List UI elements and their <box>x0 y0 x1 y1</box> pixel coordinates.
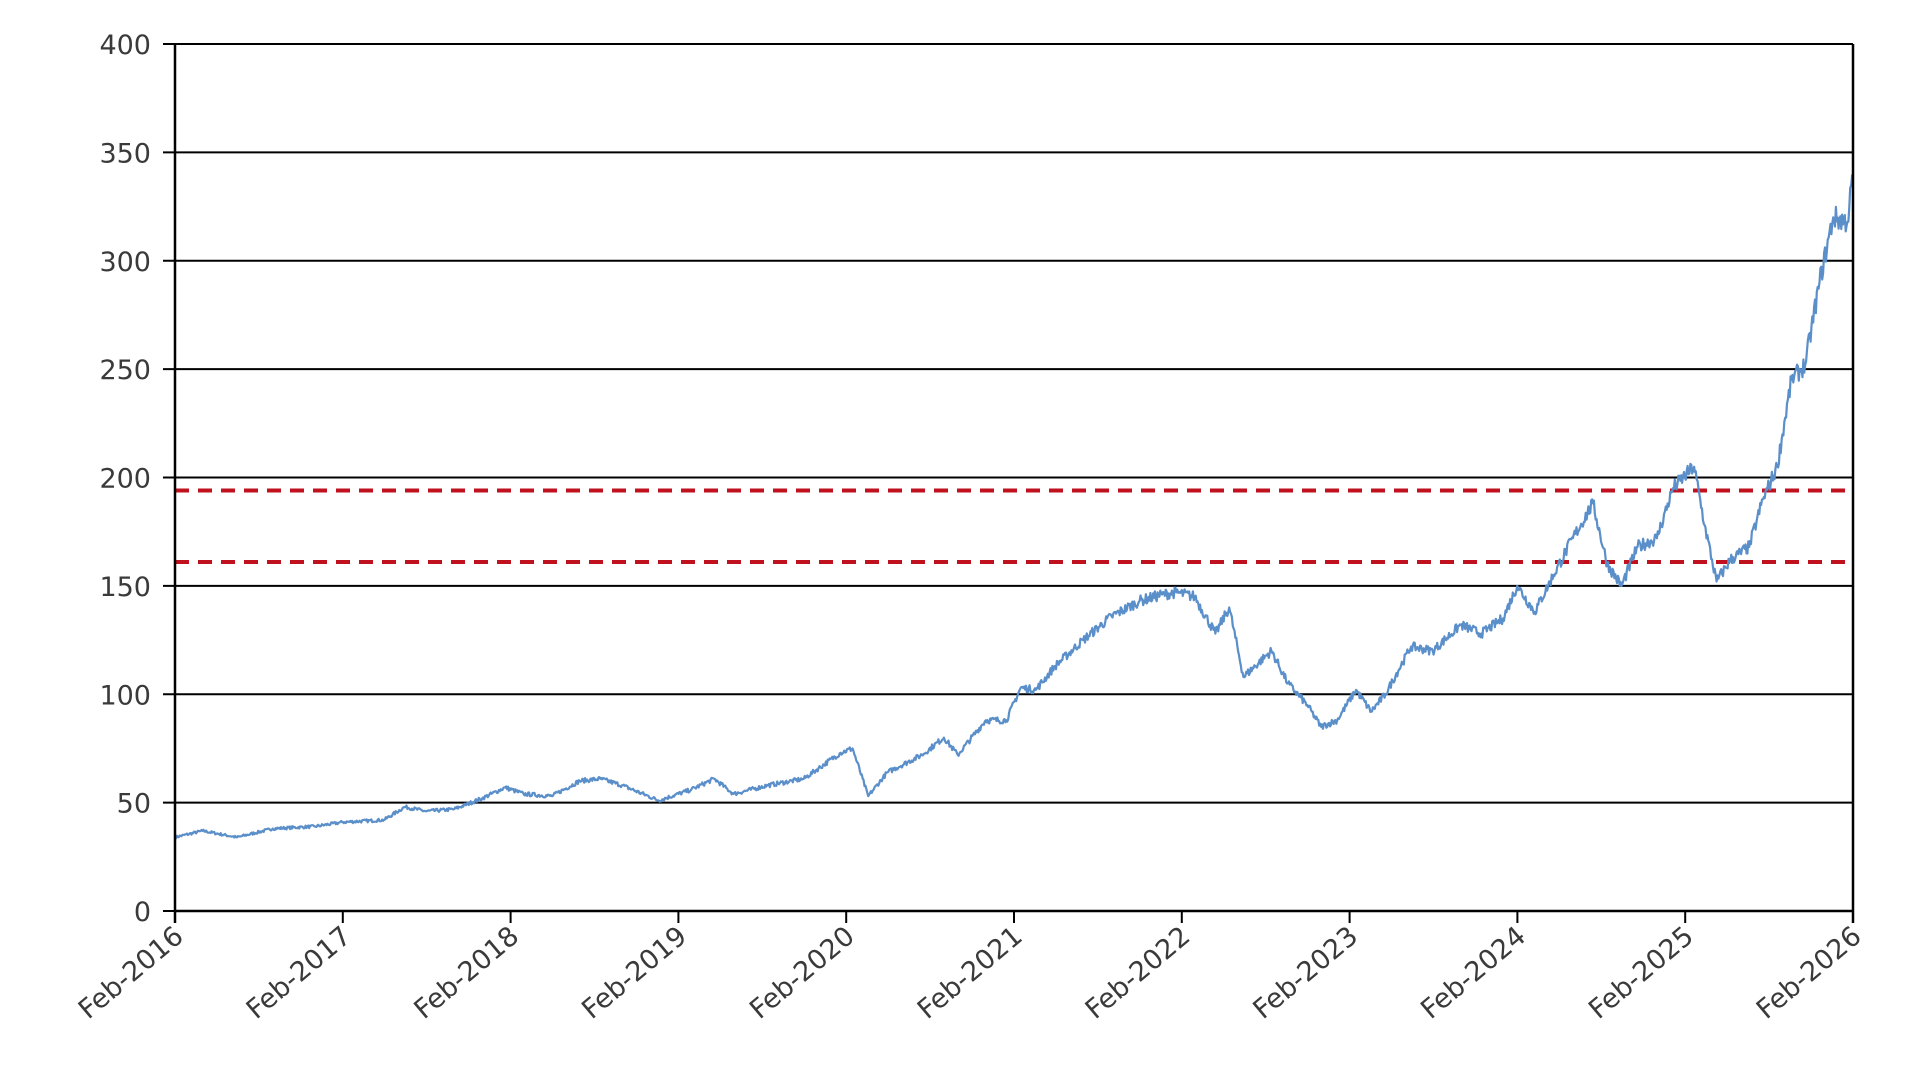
y-tick-label: 400 <box>99 30 151 61</box>
series-line <box>174 173 1854 840</box>
x-tick-label: Feb-2019 <box>576 921 693 1026</box>
x-tick-label: Feb-2023 <box>1247 921 1364 1026</box>
x-tick-label: Feb-2017 <box>241 921 358 1026</box>
x-axis-labels: Feb-2016 Feb-2017 Feb-2018 Feb-2019 Feb-2020… <box>73 921 1868 1026</box>
y-tick-label: 200 <box>99 464 151 495</box>
x-tick-label: Feb-2021 <box>912 921 1029 1026</box>
y-tick-label: 350 <box>99 138 151 169</box>
x-tick-label: Feb-2022 <box>1080 921 1197 1026</box>
x-tick-label: Feb-2024 <box>1415 921 1532 1026</box>
y-tick-label: 250 <box>99 355 151 386</box>
x-tick-label: Feb-2020 <box>744 921 861 1026</box>
gridlines <box>163 43 1853 912</box>
x-tick-label: Feb-2025 <box>1583 921 1700 1026</box>
axes <box>173 44 1855 923</box>
reference-lines <box>175 488 1853 565</box>
y-tick-label: 150 <box>99 572 151 603</box>
y-tick-label: 50 <box>117 789 151 820</box>
y-tick-label: 100 <box>99 680 151 711</box>
x-tick-label: Feb-2026 <box>1751 921 1868 1026</box>
y-axis-labels: 0 50 100 150 200 250 300 350 400 <box>99 30 151 928</box>
y-tick-label: 300 <box>99 247 151 278</box>
y-tick-label: 0 <box>134 897 151 928</box>
series-layer <box>174 173 1854 840</box>
x-tick-label: Feb-2018 <box>408 921 525 1026</box>
x-tick-label: Feb-2016 <box>73 921 190 1026</box>
